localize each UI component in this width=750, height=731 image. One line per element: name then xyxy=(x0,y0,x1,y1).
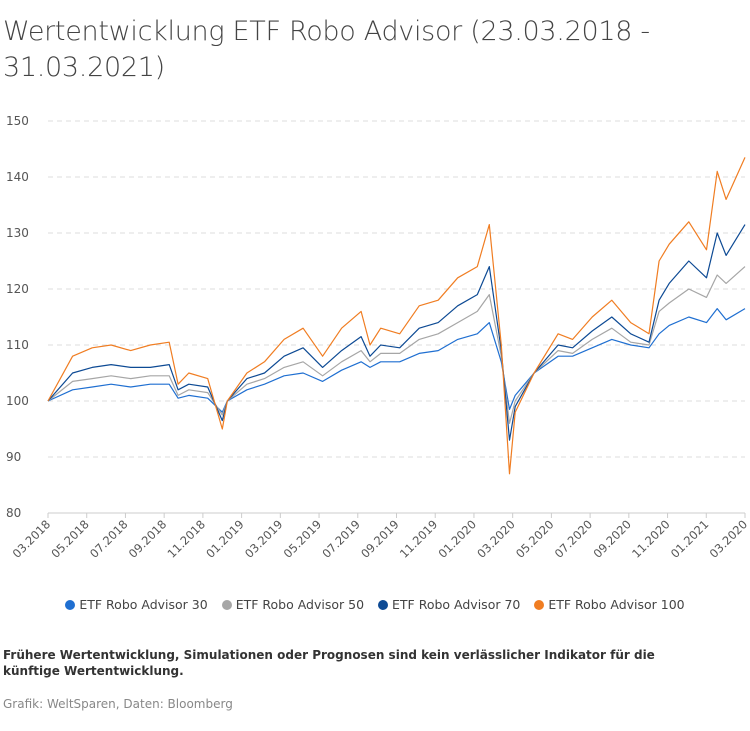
series-line-etf-robo-advisor-70 xyxy=(47,224,746,441)
x-tick-label: 05.2020 xyxy=(513,517,557,561)
x-tick-label: 11.2019 xyxy=(397,517,441,561)
legend-dot xyxy=(65,600,76,610)
series-line-etf-robo-advisor-30 xyxy=(47,308,746,413)
x-tick-label: 09.2018 xyxy=(126,517,170,561)
x-tick-label: 05.2018 xyxy=(48,517,92,561)
legend: ETF Robo Advisor 30 ETF Robo Advisor 50 … xyxy=(0,597,750,612)
disclaimer-note: Frühere Wertentwicklung, Simulationen od… xyxy=(3,648,655,678)
series-line-etf-robo-advisor-50 xyxy=(47,266,746,424)
legend-item-100[interactable]: ETF Robo Advisor 100 xyxy=(534,597,685,612)
chart-title: Wertentwicklung ETF Robo Advisor (23.03.… xyxy=(3,16,650,83)
x-tick-label: 05.2019 xyxy=(281,517,325,561)
legend-dot xyxy=(534,600,545,610)
y-tick-label: 130 xyxy=(6,226,29,240)
x-tick-label: 09.2020 xyxy=(590,517,634,561)
x-tick-label: 01.2020 xyxy=(436,517,480,561)
legend-label: ETF Robo Advisor 70 xyxy=(392,597,521,612)
y-tick-label: 150 xyxy=(6,114,29,128)
x-tick-label: 07.2018 xyxy=(87,517,131,561)
x-tick-label: 07.2020 xyxy=(552,517,596,561)
x-tick-label: 03.2020 xyxy=(707,517,750,561)
x-tick-label: 03.2020 xyxy=(474,517,518,561)
y-tick-label: 100 xyxy=(6,394,29,408)
legend-item-30[interactable]: ETF Robo Advisor 30 xyxy=(65,597,208,612)
x-tick-label: 11.2020 xyxy=(629,517,673,561)
x-tick-label: 03.2018 xyxy=(10,517,54,561)
legend-label: ETF Robo Advisor 100 xyxy=(548,597,685,612)
y-tick-label: 80 xyxy=(6,506,21,520)
legend-label: ETF Robo Advisor 30 xyxy=(79,597,208,612)
series-line-etf-robo-advisor-100 xyxy=(47,157,746,475)
x-tick-label: 07.2019 xyxy=(319,517,363,561)
y-tick-label: 140 xyxy=(6,170,29,184)
x-tick-label: 09.2019 xyxy=(358,517,402,561)
legend-item-70[interactable]: ETF Robo Advisor 70 xyxy=(378,597,520,612)
x-tick-label: 01.2019 xyxy=(203,517,247,561)
source-credit: Grafik: WeltSparen, Daten: Bloomberg xyxy=(3,697,233,711)
legend-dot xyxy=(378,600,389,610)
line-chart: 809010011012013014015003.201805.201807.2… xyxy=(6,114,750,561)
y-tick-label: 90 xyxy=(6,450,21,464)
x-tick-label: 01.2021 xyxy=(668,517,712,561)
legend-item-50[interactable]: ETF Robo Advisor 50 xyxy=(221,597,365,612)
y-tick-label: 110 xyxy=(6,338,29,352)
legend-dot xyxy=(221,600,232,610)
y-tick-label: 120 xyxy=(6,282,29,296)
x-tick-label: 11.2018 xyxy=(164,517,208,561)
x-tick-label: 03.2019 xyxy=(242,517,286,561)
legend-label: ETF Robo Advisor 50 xyxy=(235,597,365,612)
